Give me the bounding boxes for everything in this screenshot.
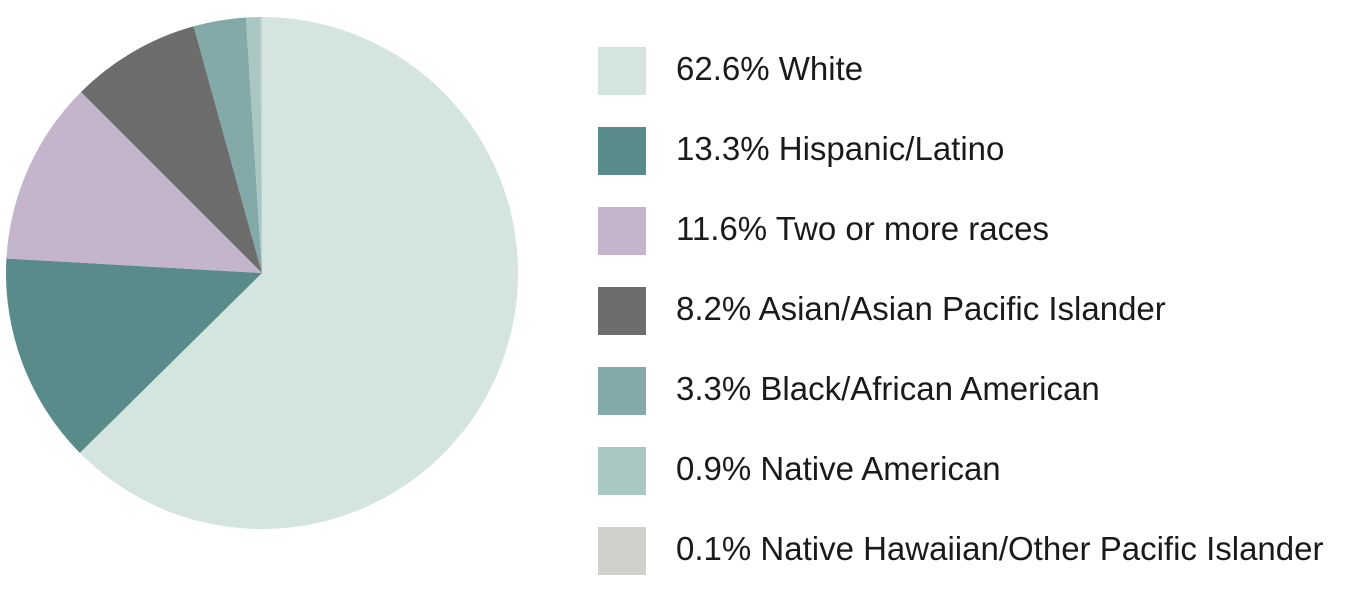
legend-category: Hispanic/Latino [779, 130, 1005, 167]
pie-slice [193, 17, 262, 273]
legend-swatch [598, 447, 646, 495]
legend-value: 0.9% [676, 450, 751, 487]
legend-swatch [598, 127, 646, 175]
pie-slice [260, 17, 262, 273]
legend-swatch [598, 287, 646, 335]
legend-label: 3.3% Black/African American [676, 370, 1100, 407]
pie-slice [245, 17, 262, 274]
pie-slice [6, 91, 262, 273]
legend-category: Native Hawaiian/Other Pacific Islander [760, 530, 1323, 567]
legend-label: 62.6% White [676, 50, 863, 87]
legend-value: 62.6% [676, 50, 770, 87]
legend-swatch [598, 367, 646, 415]
pie-slice [79, 17, 519, 530]
legend-value: 8.2% [676, 290, 751, 327]
legend-label: 13.3% Hispanic/Latino [676, 130, 1004, 167]
legend-category: Asian/Asian Pacific Islander [759, 290, 1166, 327]
legend-value: 13.3% [676, 130, 770, 167]
legend-label: 11.6% Two or more races [676, 210, 1049, 247]
legend-swatch [598, 207, 646, 255]
legend-label: 8.2% Asian/Asian Pacific Islander [676, 290, 1166, 327]
legend-value: 11.6% [676, 210, 767, 247]
legend-label: 0.1% Native Hawaiian/Other Pacific Islan… [676, 530, 1323, 567]
legend-category: Native American [760, 450, 1000, 487]
legend-value: 0.1% [676, 530, 751, 567]
legend-swatch [598, 47, 646, 95]
legend-category: Black/African American [760, 370, 1099, 407]
pie-slice [6, 258, 263, 453]
legend-category: White [779, 50, 863, 87]
legend-category: Two or more races [776, 210, 1049, 247]
legend-swatch [598, 527, 646, 575]
legend-label: 0.9% Native American [676, 450, 1001, 487]
legend-value: 3.3% [676, 370, 751, 407]
pie-slice [80, 26, 262, 273]
